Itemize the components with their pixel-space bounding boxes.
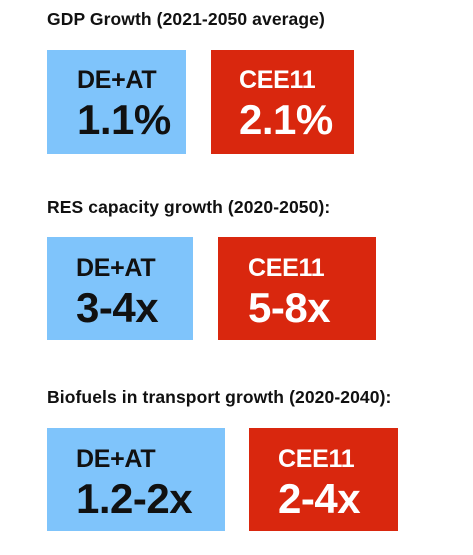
res-cee11-card: CEE11 5-8x	[218, 237, 376, 340]
biofuels-heading: Biofuels in transport growth (2020-2040)…	[47, 387, 392, 407]
res-cee11-label: CEE11	[248, 254, 325, 282]
res-de-at-card: DE+AT 3-4x	[47, 237, 193, 340]
gdp-de-at-value: 1.1%	[77, 96, 171, 143]
res-de-at-value: 3-4x	[76, 284, 159, 331]
biofuels-cee11-value: 2-4x	[278, 475, 361, 522]
gdp-de-at-card: DE+AT 1.1%	[47, 50, 186, 154]
biofuels-cee11-card: CEE11 2-4x	[249, 428, 398, 531]
biofuels-de-at-label: DE+AT	[76, 445, 156, 473]
gdp-de-at-label: DE+AT	[77, 66, 157, 94]
res-capacity-heading: RES capacity growth (2020-2050):	[47, 197, 331, 217]
res-cee11-value: 5-8x	[248, 284, 331, 331]
gdp-cee11-value: 2.1%	[239, 96, 333, 143]
gdp-growth-heading: GDP Growth (2021-2050 average)	[47, 9, 325, 29]
gdp-cee11-label: CEE11	[239, 66, 316, 94]
biofuels-cee11-label: CEE11	[278, 445, 355, 473]
biofuels-de-at-card: DE+AT 1.2-2x	[47, 428, 225, 531]
gdp-cee11-card: CEE11 2.1%	[211, 50, 354, 154]
biofuels-de-at-value: 1.2-2x	[76, 475, 193, 522]
res-de-at-label: DE+AT	[76, 254, 156, 282]
